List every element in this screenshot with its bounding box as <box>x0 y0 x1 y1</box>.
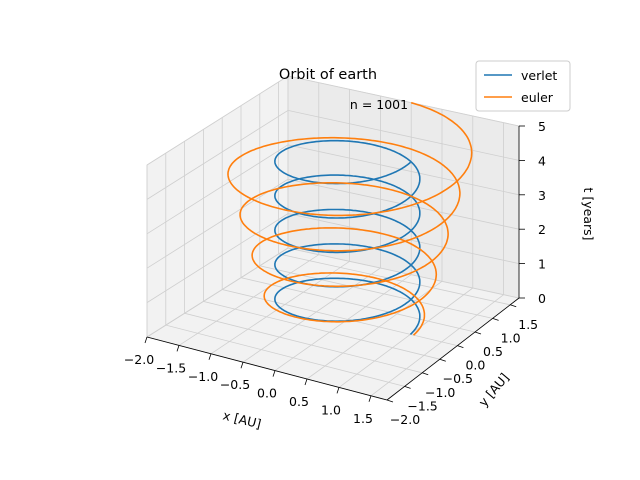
y-tick-mark <box>439 358 446 362</box>
y-tick-mark <box>386 399 394 403</box>
x-tick-mark <box>208 353 212 360</box>
plot-lines <box>227 101 473 336</box>
x-tick-mark <box>336 387 340 394</box>
legend-verlet-label: verlet <box>521 68 557 83</box>
y-tick-mark <box>474 331 482 335</box>
y-tick-label: −2.0 <box>390 412 420 427</box>
y-tick-mark <box>492 318 499 321</box>
z-tick-label: 1 <box>538 257 546 272</box>
grid-line-z <box>146 144 520 235</box>
x-tick-label: −2.0 <box>124 352 154 367</box>
x-tick-label: 1.5 <box>353 411 373 426</box>
z-axis-label: t [years] <box>581 187 596 240</box>
grid-line-z <box>146 109 520 200</box>
grid-lines <box>146 75 520 401</box>
y-tick-label: −1.5 <box>407 398 437 413</box>
legend-euler-label: euler <box>521 90 554 105</box>
grid-line-z <box>146 213 520 303</box>
grid-line-z <box>146 75 520 166</box>
y-tick-label: 0.0 <box>465 358 485 373</box>
y-tick-mark <box>422 372 429 376</box>
z-tick-label: 4 <box>538 153 546 168</box>
y-tick-label: −0.5 <box>443 371 473 386</box>
z-tick-label: 3 <box>538 188 546 203</box>
chart-title: Orbit of earth <box>279 67 377 83</box>
x-axis-label: x [AU] <box>221 408 262 432</box>
y-tick-label: 0.5 <box>483 344 503 359</box>
x-tick-label: 0.0 <box>257 386 277 401</box>
x-tick-mark <box>144 336 148 344</box>
y-tick-label: −1.0 <box>425 385 455 400</box>
x-tick-mark <box>368 395 372 402</box>
x-axis-line <box>146 336 388 401</box>
x-tick-mark <box>176 345 180 352</box>
annotation-n: n = 1001 <box>350 97 408 112</box>
x-tick-label: 0.5 <box>289 394 309 409</box>
axis-ticks: −2.0−1.5−1.0−0.50.00.51.01.5 −2.0−1.5−1.0… <box>124 119 546 427</box>
grid-line-z <box>146 247 520 338</box>
z-tick-label: 0 <box>538 291 546 306</box>
y-axis-label: y [AU] <box>475 370 511 409</box>
x-tick-label: 1.0 <box>321 402 341 417</box>
x-tick-label: −1.0 <box>188 369 218 384</box>
y-tick-label: 1.5 <box>518 317 538 332</box>
x-tick-label: −0.5 <box>220 377 250 392</box>
y-tick-label: 1.0 <box>501 330 521 345</box>
x-tick-mark <box>240 362 244 369</box>
x-tick-label: −1.5 <box>156 360 186 375</box>
grid-line-z <box>146 178 520 269</box>
y-tick-mark <box>457 345 464 348</box>
y-tick-mark <box>510 304 517 308</box>
z-tick-label: 2 <box>538 222 546 237</box>
axis-lines <box>146 126 520 401</box>
series-euler-line <box>227 101 473 336</box>
legend: verlet euler <box>475 60 571 112</box>
y-axis-line <box>386 297 520 401</box>
z-tick-label: 5 <box>538 119 546 134</box>
y-tick-mark <box>404 386 411 389</box>
x-tick-mark <box>272 370 276 377</box>
x-tick-mark <box>304 378 308 386</box>
